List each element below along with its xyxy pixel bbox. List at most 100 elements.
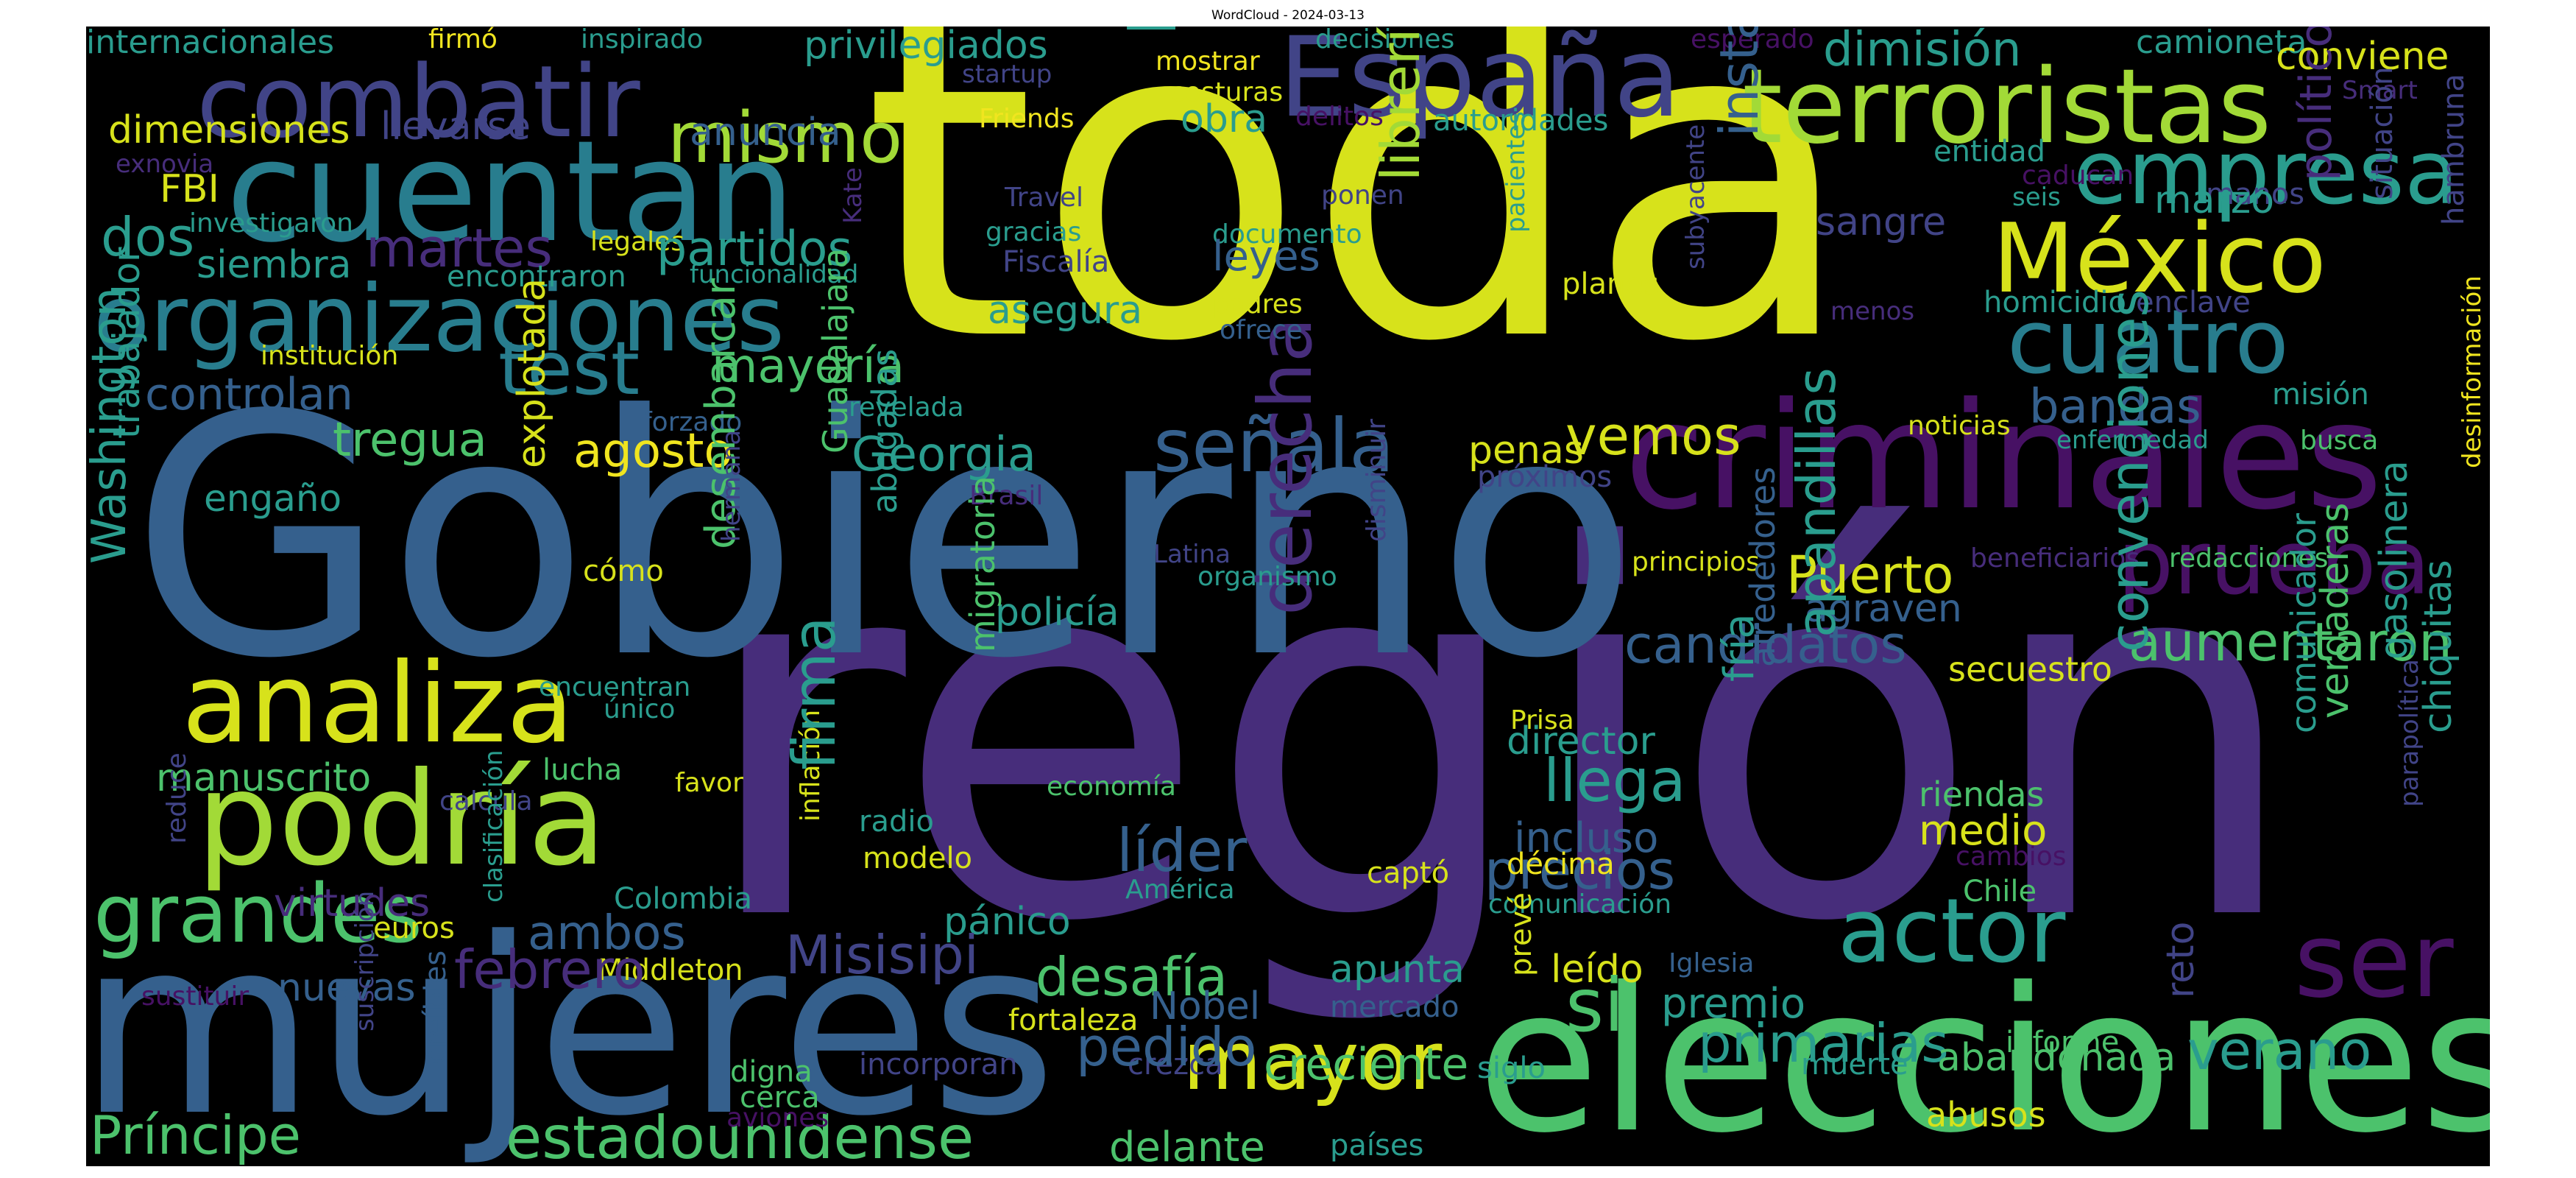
word-186: digna [730, 1055, 813, 1089]
word-74: enclave [2136, 286, 2251, 320]
word-130: fría [1716, 613, 1763, 682]
word-132: verdaderas [2313, 502, 2357, 719]
word-35: Smart [2342, 76, 2418, 105]
word-25: mayor [1183, 1014, 1443, 1108]
word-15: México [1992, 202, 2326, 314]
word-58: dos [101, 206, 195, 268]
word-156: América [1125, 875, 1235, 905]
word-175: Nobel [1150, 984, 1261, 1029]
word-172: nuevas [277, 966, 416, 1010]
word-109: organismo [1197, 562, 1337, 592]
word-140: economía [1047, 772, 1176, 802]
word-21: test [498, 325, 640, 412]
word-143: radio [859, 805, 934, 839]
word-95: tregua [333, 413, 487, 468]
word-133: chiquitas [2416, 560, 2460, 733]
word-178: mercado [1330, 990, 1459, 1024]
word-191: creciente [1264, 1039, 1469, 1090]
word-145: incluso [1514, 814, 1659, 862]
word-67: siembra [197, 243, 352, 287]
word-149: líder [1117, 817, 1248, 885]
word-184: creíbles [419, 950, 453, 1065]
word-174: fortaleza [1008, 1004, 1139, 1037]
word-37: dimensiones [108, 108, 350, 152]
word-12: analiza [182, 640, 574, 768]
word-76: situación [2366, 66, 2399, 200]
word-77: hambruna [2437, 74, 2471, 225]
word-40: startup [962, 60, 1052, 89]
word-69: funcionalidad [690, 260, 859, 289]
word-72: menos [1830, 297, 1915, 326]
word-26: estadounidense [506, 1104, 974, 1167]
word-29: inspirado [581, 27, 704, 54]
word-163: clasificación [479, 750, 509, 903]
word-170: desafía [1036, 946, 1228, 1008]
word-78: padres [1212, 289, 1303, 320]
word-165: Misisipi [785, 924, 979, 986]
word-187: cerca [740, 1081, 820, 1115]
word-42: costuras [1170, 77, 1284, 107]
word-82: asegura [988, 289, 1143, 333]
word-33: camioneta [2136, 27, 2307, 61]
word-1: región [697, 441, 2304, 1032]
word-64: sangre [1816, 200, 1947, 244]
word-84: mayoría [712, 339, 905, 394]
word-139: calcula [439, 786, 533, 817]
word-173: sustituir [141, 981, 250, 1012]
word-119: agraven [1805, 587, 1962, 631]
word-127: Prisa [1510, 705, 1574, 736]
word-6: cuentan [226, 110, 796, 273]
word-43: Friends [979, 104, 1075, 134]
word-63: documento [1212, 219, 1362, 250]
word-55: seis [2012, 183, 2061, 212]
word-177: prevé [1504, 892, 1538, 976]
word-48: exnovia [116, 149, 214, 179]
word-31: decisiones [1315, 27, 1455, 54]
word-41: mostrar [1156, 46, 1260, 77]
word-50: Travel [1005, 183, 1084, 213]
word-47: FBI [160, 167, 219, 211]
word-118: Puerto [1786, 545, 1954, 605]
word-100: próximos [1477, 460, 1613, 494]
word-188: aviones [726, 1103, 829, 1133]
word-28: firmó [428, 27, 498, 54]
word-112: beneficiarios [1970, 543, 2140, 574]
word-134: manuscrito [156, 756, 372, 800]
word-190: pedido [1076, 1016, 1257, 1078]
word-138: apandillas [1786, 367, 1847, 638]
word-38: llevarse [381, 105, 531, 149]
word-162: pánico [944, 900, 1071, 944]
word-86: instaurar [1708, 27, 1770, 137]
word-34: conviene [2276, 35, 2449, 79]
word-193: muerte [1801, 1048, 1908, 1082]
word-110: disminuir [1362, 418, 1392, 542]
word-10: organizaciones [93, 266, 785, 373]
word-195: Príncipe [90, 1104, 301, 1166]
word-182: primarias [1698, 1012, 1949, 1074]
word-9: terroristas [1742, 47, 2272, 167]
word-101: engaño [204, 477, 342, 520]
word-128: director [1507, 719, 1655, 763]
word-98: penas [1468, 428, 1584, 473]
word-198: abusos [1926, 1095, 2046, 1135]
word-159: Colombia [614, 882, 752, 916]
word-45: autoridades [1433, 104, 1609, 138]
word-2: Gobierno [130, 345, 1639, 731]
word-114: desinformación [2458, 275, 2487, 468]
word-167: Iglesia [1669, 948, 1755, 978]
word-196: delante [1109, 1124, 1265, 1167]
word-144: migratoria [963, 476, 1002, 652]
word-194: abandonada [1937, 1036, 2176, 1080]
word-36: dimisión [1823, 27, 2022, 77]
word-27: internacionales [86, 27, 335, 61]
word-121: aumentaron [2129, 611, 2452, 673]
word-88: misión [2272, 378, 2369, 412]
word-92: noticias [1908, 411, 2011, 441]
word-137: llega [1543, 747, 1686, 815]
word-80: pacientes [1501, 111, 1531, 233]
word-59: investigaron [189, 208, 353, 239]
chart-title: WordCloud - 2024-03-13 [1211, 8, 1365, 23]
word-4: elecciones [1477, 945, 2490, 1166]
word-90: forzado [643, 407, 743, 437]
word-0: toda [863, 27, 1857, 438]
